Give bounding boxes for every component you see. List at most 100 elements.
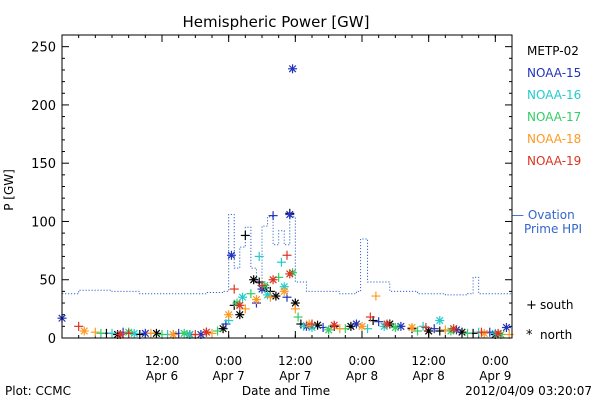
legend-entry: NOAA-15 bbox=[527, 66, 581, 80]
data-point-noaa-18-north bbox=[251, 295, 261, 305]
data-point-noaa-19-south bbox=[124, 328, 134, 338]
legend-entry: NOAA-16 bbox=[527, 88, 581, 102]
data-point-noaa-17-south bbox=[213, 326, 223, 336]
marker-symbol: + bbox=[526, 298, 537, 313]
x-tick-label: 12:00 bbox=[278, 354, 313, 368]
data-point-metp-02-north bbox=[249, 275, 259, 285]
data-point-noaa-18-south bbox=[440, 325, 450, 335]
data-point-metp-02-south bbox=[435, 326, 445, 336]
data-point-noaa-17-south bbox=[293, 312, 303, 322]
data-point-noaa-15-north bbox=[226, 250, 236, 260]
data-point-noaa-19-south bbox=[74, 321, 84, 331]
ovation-legend-label: — Ovation bbox=[512, 208, 575, 222]
x-tick-label: Apr 8 bbox=[413, 369, 445, 383]
x-tick-label: 0:00 bbox=[215, 354, 242, 368]
x-tick-label: 12:00 bbox=[411, 354, 446, 368]
data-point-noaa-15-north bbox=[140, 328, 150, 338]
plot-timestamp: 2012/04/09 03:20:07 bbox=[465, 384, 592, 398]
data-point-noaa-19-south bbox=[476, 327, 486, 337]
data-point-noaa-19-south bbox=[257, 281, 267, 291]
data-point-noaa-18-north bbox=[224, 310, 234, 320]
marker-legend: + south * north bbox=[526, 298, 574, 343]
legend-entry: METP-02 bbox=[527, 44, 579, 58]
y-tick-label: 200 bbox=[31, 99, 56, 114]
data-point-noaa-19-south bbox=[229, 284, 239, 294]
data-point-noaa-18-north bbox=[407, 323, 417, 333]
data-point-noaa-16-north bbox=[238, 292, 248, 302]
ovation-legend-label-2: Prime HPI bbox=[524, 222, 582, 236]
x-axis-label: Date and Time bbox=[242, 384, 330, 398]
legend-entry: NOAA-17 bbox=[527, 110, 581, 124]
data-point-noaa-19-south bbox=[307, 319, 317, 329]
data-point-noaa-18-south bbox=[207, 328, 217, 338]
marker-label: south bbox=[540, 298, 574, 312]
data-point-noaa-15-north bbox=[285, 209, 295, 219]
data-point-noaa-15-south bbox=[268, 211, 278, 221]
data-point-noaa-19-north bbox=[115, 330, 125, 340]
data-point-noaa-15-north bbox=[396, 321, 406, 331]
data-point-noaa-16-south bbox=[107, 328, 117, 338]
data-point-noaa-19-north bbox=[268, 275, 278, 285]
plot-credit: Plot: CCMC bbox=[5, 384, 71, 398]
x-tick-label: Apr 6 bbox=[146, 369, 178, 383]
plot-frame bbox=[61, 34, 513, 339]
data-point-noaa-19-north bbox=[493, 328, 503, 338]
y-tick-label: 150 bbox=[31, 157, 56, 172]
x-tick-label: 0:00 bbox=[482, 354, 509, 368]
data-point-noaa-17-south bbox=[246, 289, 256, 299]
data-point-noaa-19-north bbox=[329, 320, 339, 330]
data-point-noaa-19-south bbox=[365, 312, 375, 322]
y-axis-label: P [GW] bbox=[2, 169, 16, 211]
data-point-noaa-18-south bbox=[335, 324, 345, 334]
data-point-noaa-19-north bbox=[201, 327, 211, 337]
satellite-legend: METP-02 NOAA-15 NOAA-16 NOAA-17 NOAA-18 NOAA-… bbox=[527, 44, 581, 168]
data-point-noaa-19-north bbox=[382, 319, 392, 329]
data-point-noaa-17-north bbox=[390, 323, 400, 333]
data-point-noaa-19-south bbox=[282, 250, 292, 260]
x-tick-label: Apr 7 bbox=[213, 369, 245, 383]
data-point-noaa-19-north bbox=[235, 300, 245, 310]
y-tick-label: 250 bbox=[31, 41, 56, 56]
x-tick-label: Apr 9 bbox=[479, 369, 511, 383]
data-point-noaa-18-south bbox=[290, 304, 300, 314]
data-point-noaa-18-north bbox=[79, 326, 89, 336]
marker-label: north bbox=[540, 328, 572, 342]
data-point-noaa-15-south bbox=[374, 317, 384, 327]
marker-legend-entry: * north bbox=[526, 328, 572, 343]
data-point-noaa-18-south bbox=[265, 292, 275, 302]
y-tick-label: 100 bbox=[31, 215, 56, 230]
data-point-metp-02-north bbox=[271, 291, 281, 301]
data-point-noaa-15-north bbox=[288, 64, 298, 74]
data-point-noaa-17-south bbox=[96, 328, 106, 338]
data-point-noaa-18-south bbox=[90, 327, 100, 337]
legend-entry: NOAA-18 bbox=[527, 132, 581, 146]
data-point-noaa-15-south bbox=[485, 327, 495, 337]
data-point-noaa-17-south bbox=[463, 328, 473, 338]
data-point-noaa-17-north bbox=[324, 325, 334, 335]
data-point-metp-02-north bbox=[151, 328, 161, 338]
data-point-noaa-17-north bbox=[179, 328, 189, 338]
x-tick-label: Apr 7 bbox=[279, 369, 311, 383]
data-point-noaa-18-south bbox=[371, 291, 381, 301]
data-point-noaa-17-south bbox=[413, 326, 423, 336]
y-tick-label: 0 bbox=[48, 332, 56, 347]
x-tick-label: 0:00 bbox=[349, 354, 376, 368]
data-point-noaa-18-south bbox=[146, 328, 156, 338]
data-point-noaa-18-north bbox=[357, 321, 367, 331]
data-point-noaa-16-south bbox=[276, 257, 286, 267]
data-point-noaa-15-south bbox=[429, 324, 439, 334]
data-point-noaa-19-south bbox=[421, 323, 431, 333]
data-point-metp-02-south bbox=[240, 230, 250, 240]
satellite-data-points bbox=[57, 64, 514, 340]
data-point-noaa-16-north bbox=[435, 316, 445, 326]
chart-title: Hemispheric Power [GW] bbox=[183, 13, 370, 31]
marker-symbol: * bbox=[526, 328, 533, 343]
data-point-metp-02-north bbox=[235, 310, 245, 320]
marker-legend-entry: + south bbox=[526, 298, 574, 313]
data-point-noaa-18-north bbox=[279, 286, 289, 296]
data-point-noaa-19-north bbox=[449, 324, 459, 334]
data-point-noaa-18-south bbox=[240, 304, 250, 314]
data-point-noaa-15-north bbox=[501, 323, 511, 333]
